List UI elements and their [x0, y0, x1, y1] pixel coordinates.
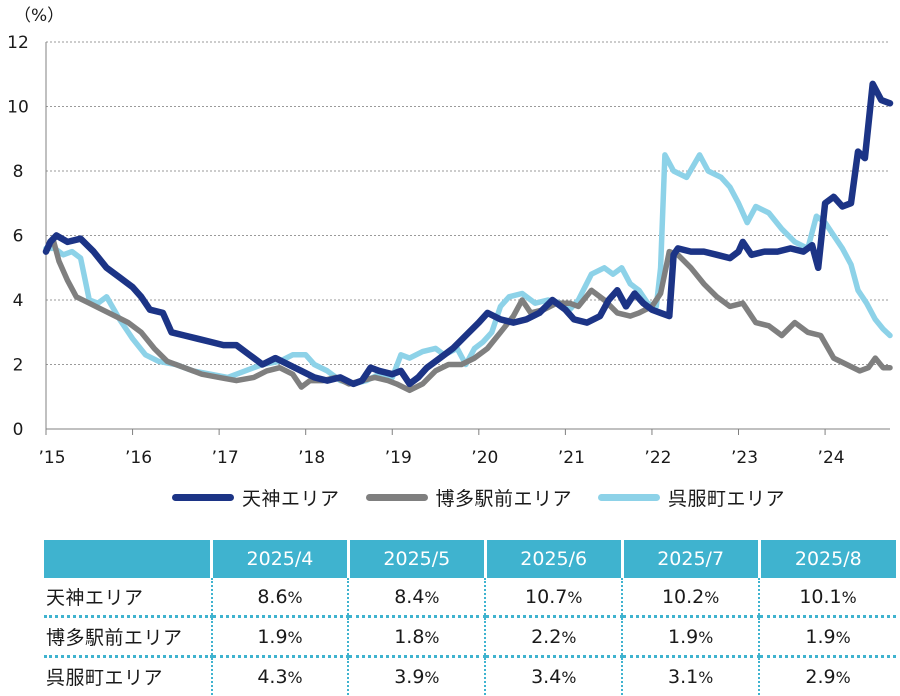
- y-tick-label: 2: [13, 356, 24, 376]
- x-tick-label: ’24: [818, 448, 845, 468]
- legend-swatch-gofukumachi: [598, 493, 661, 501]
- y-axis: 0 2 4 6 8 10 12: [7, 33, 47, 440]
- table-cell: 2.9%: [758, 655, 896, 695]
- vacancy-rate-chart: （%） 0 2 4 6 8 10 12 ’15 ’16 ’17 ’18 ’19 ’20 ’21 ’22 ’2…: [7, 6, 894, 468]
- x-axis: ’15 ’16 ’17 ’18 ’19 ’20 ’21 ’22 ’23 ’24: [38, 428, 890, 468]
- table-cell: 1.9%: [621, 615, 760, 657]
- legend-label-tenjin: 天神エリア: [242, 487, 340, 510]
- x-tick-label: ’16: [125, 448, 152, 468]
- table-cell: 3.4%: [484, 655, 623, 695]
- table-cell: 1.9%: [758, 615, 896, 657]
- table-row: 博多駅前エリア 1.9% 1.8% 2.2% 1.9% 1.9%: [44, 615, 896, 657]
- table-cell: 3.1%: [621, 655, 760, 695]
- table-header-cell: 2025/5: [346, 540, 486, 578]
- series-lines: [42, 80, 894, 394]
- legend-item-tenjin: 天神エリア: [172, 484, 340, 511]
- legend-label-hakata: 博多駅前エリア: [435, 487, 573, 510]
- y-unit-label: （%）: [14, 6, 64, 26]
- table-corner: [44, 540, 212, 578]
- y-tick-label: 4: [13, 291, 24, 311]
- table-row: 呉服町エリア 4.3% 3.9% 3.4% 3.1% 2.9%: [44, 655, 896, 695]
- table-row-label: 呉服町エリア: [44, 655, 212, 695]
- series-line-gofukumachi: [43, 152, 893, 387]
- x-tick-label: ’19: [385, 448, 412, 468]
- y-tick-label: 12: [7, 33, 29, 53]
- y-tick-label: 6: [13, 227, 24, 247]
- table-cell: 4.3%: [210, 655, 349, 695]
- table-cell: 8.6%: [210, 578, 349, 617]
- table-cell: 2.2%: [484, 615, 623, 657]
- table-cell: 1.9%: [210, 615, 349, 657]
- x-tick-label: ’17: [212, 448, 239, 468]
- table-row: 天神エリア 8.6% 8.4% 10.7% 10.2% 10.1%: [44, 578, 896, 617]
- vacancy-table: 2025/4 2025/5 2025/6 2025/7 2025/8 天神エリア…: [44, 540, 896, 695]
- table-header-cell: 2025/6: [483, 540, 623, 578]
- table-cell: 10.1%: [758, 578, 896, 617]
- series-line-hakata: [43, 235, 893, 394]
- x-tick-label: ’23: [731, 448, 758, 468]
- x-tick-label: ’18: [298, 448, 325, 468]
- grid: [46, 41, 890, 365]
- x-tick-label: ’15: [38, 448, 65, 468]
- legend-label-gofukumachi: 呉服町エリア: [668, 487, 786, 510]
- table-header-cell: 2025/4: [210, 540, 349, 578]
- legend-item-gofukumachi: 呉服町エリア: [598, 484, 785, 511]
- series-line-tenjin: [42, 80, 894, 388]
- table-row-label: 博多駅前エリア: [44, 615, 212, 657]
- x-tick-label: ’21: [558, 448, 585, 468]
- table-header-cell: 2025/7: [620, 540, 760, 578]
- table-cell: 10.7%: [484, 578, 623, 617]
- x-tick-label: ’20: [471, 448, 498, 468]
- table-header-row: 2025/4 2025/5 2025/6 2025/7 2025/8: [44, 540, 896, 578]
- table-cell: 8.4%: [347, 578, 486, 617]
- table-cell: 3.9%: [347, 655, 486, 695]
- legend-item-hakata: 博多駅前エリア: [365, 484, 573, 511]
- table-header-cell: 2025/8: [757, 540, 896, 578]
- y-tick-label: 0: [13, 420, 24, 440]
- legend-swatch-tenjin: [172, 493, 234, 501]
- y-tick-label: 10: [7, 98, 29, 118]
- legend: 天神エリア 博多駅前エリア 呉服町エリア: [172, 482, 811, 512]
- legend-swatch-hakata: [365, 493, 428, 501]
- table-row-label: 天神エリア: [46, 587, 144, 609]
- y-tick-label: 8: [13, 162, 24, 182]
- table-cell: 1.8%: [347, 615, 486, 657]
- x-tick-label: ’22: [644, 448, 671, 468]
- table-cell: 10.2%: [621, 578, 760, 617]
